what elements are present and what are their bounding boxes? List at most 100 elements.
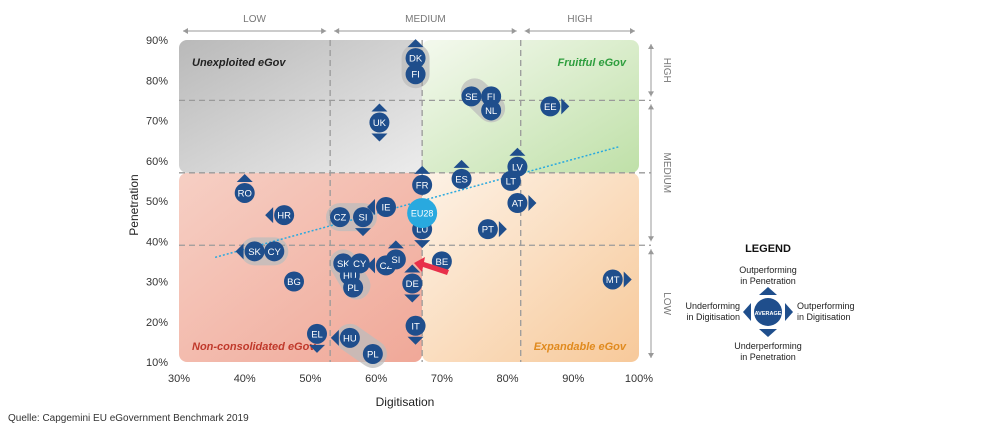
quadrant-label-unexploited: Unexploited eGov	[192, 57, 286, 69]
legend: LEGEND Outperforming in Penetration Unde…	[685, 243, 854, 362]
x-tick-label: 60%	[365, 373, 387, 385]
point-label: RO	[238, 188, 252, 199]
country-point-cy: CY	[264, 241, 285, 262]
country-point-si: SI	[385, 240, 406, 270]
band-arrow-top	[183, 28, 188, 34]
y-tick-label: 50%	[146, 196, 168, 208]
band-arrow-top	[630, 28, 635, 34]
marker-arrow-up	[371, 103, 388, 112]
band-arrow-top	[321, 28, 327, 34]
legend-right-line1: Outperforming	[797, 301, 855, 311]
band-arrow-side	[648, 353, 654, 358]
point-circle	[353, 207, 373, 228]
x-tick-label: 70%	[431, 373, 453, 385]
egov-scatter-chart: LOW MEDIUM HIGH HIGH MEDIUM LOW 10% 20% 30% 40% 5…	[127, 14, 855, 409]
country-point-de: DE	[402, 264, 423, 303]
point-label: LU	[416, 225, 428, 236]
legend-bottom-line2: in Penetration	[740, 352, 796, 362]
point-label: AT	[512, 199, 524, 210]
band-arrow-side	[648, 104, 654, 110]
point-label: HR	[277, 211, 291, 222]
marker-arrow-right	[623, 271, 632, 288]
y-tick-label: 70%	[146, 116, 168, 128]
point-circle	[451, 168, 472, 189]
country-point-it: IT	[405, 315, 426, 345]
point-label: CZ	[380, 261, 393, 272]
legend-left-line2: in Digitisation	[686, 312, 740, 322]
band-arrow-side	[648, 91, 654, 97]
quadrant-fruitful	[422, 40, 639, 173]
point-label: DE	[406, 279, 419, 290]
marker-arrow-right	[561, 98, 570, 115]
marker-arrow-right	[528, 195, 537, 212]
marker-arrow-up	[236, 173, 253, 182]
marker-arrow-up	[407, 39, 424, 48]
highlight-arrow-shape	[414, 257, 449, 275]
point-circle	[402, 273, 423, 294]
marker-arrow-down	[404, 294, 421, 303]
country-point-pl: PL	[343, 277, 364, 298]
country-point-at: AT	[507, 193, 537, 214]
marker-arrow-down	[407, 336, 424, 345]
band-arrow-side	[648, 249, 654, 255]
marker-arrow-down	[309, 344, 325, 353]
marker-arrow-left	[367, 257, 375, 274]
legend-average-label: AVERAGE	[755, 311, 782, 317]
country-point-pt: PT	[477, 219, 507, 240]
legend-top-line2: in Penetration	[740, 276, 796, 286]
country-point-pl: PL	[362, 343, 383, 364]
band-arrow-side	[648, 236, 654, 242]
band-label-top: LOW	[243, 14, 266, 25]
point-label: PL	[347, 283, 359, 294]
legend-left-line1: Underforming	[685, 301, 740, 311]
point-label: BG	[287, 277, 301, 288]
legend-circle	[754, 298, 782, 326]
point-label: NL	[485, 106, 497, 117]
point-label: UK	[373, 118, 387, 129]
country-point-es: ES	[451, 159, 472, 189]
point-circle	[481, 86, 502, 107]
marker-arrow-up	[453, 159, 470, 168]
country-point-se: SE	[461, 86, 482, 107]
x-tick-label: 90%	[562, 373, 584, 385]
band-label-side: MEDIUM	[661, 153, 672, 194]
point-circle	[284, 271, 304, 292]
point-circle	[244, 241, 265, 262]
point-label: MT	[606, 275, 620, 286]
point-circle	[602, 269, 623, 290]
x-tick-label: 50%	[299, 373, 321, 385]
point-label: LT	[506, 176, 517, 187]
point-label: ES	[455, 174, 468, 185]
point-circle	[477, 219, 498, 240]
country-point-eu28: EU28	[407, 198, 438, 229]
country-point-ee: EE	[540, 96, 570, 117]
marker-arrow-up	[414, 165, 431, 174]
point-label: SI	[391, 255, 400, 266]
country-point-fr: FR	[412, 165, 433, 195]
point-circle	[376, 197, 396, 218]
eu-point-circle	[407, 198, 438, 229]
quadrant-label-fruitful: Fruitful eGov	[558, 57, 627, 69]
y-axis-title: Penetration	[127, 174, 141, 235]
marker-arrow-left	[367, 199, 375, 216]
point-label: CY	[268, 247, 282, 258]
source-note: Quelle: Capgemini EU eGovernment Benchma…	[8, 413, 249, 424]
band-label-side: LOW	[661, 292, 672, 315]
country-point-ie: IE	[367, 197, 396, 218]
legend-arrow-up	[759, 287, 777, 295]
band-arrow-top	[511, 28, 517, 34]
marker-arrow-right	[498, 221, 507, 238]
marker-arrow-left	[330, 329, 339, 346]
point-label: FI	[411, 70, 419, 81]
x-tick-label: 40%	[234, 373, 256, 385]
point-circle	[405, 48, 426, 69]
point-label: EE	[544, 102, 557, 113]
marker-arrow-down	[414, 240, 431, 249]
point-label: CZ	[334, 213, 347, 224]
y-tick-label: 30%	[146, 277, 168, 289]
x-tick-label: 100%	[625, 373, 653, 385]
country-point-ro: RO	[234, 173, 255, 203]
point-label: HU	[343, 333, 357, 344]
point-label: PL	[367, 349, 379, 360]
